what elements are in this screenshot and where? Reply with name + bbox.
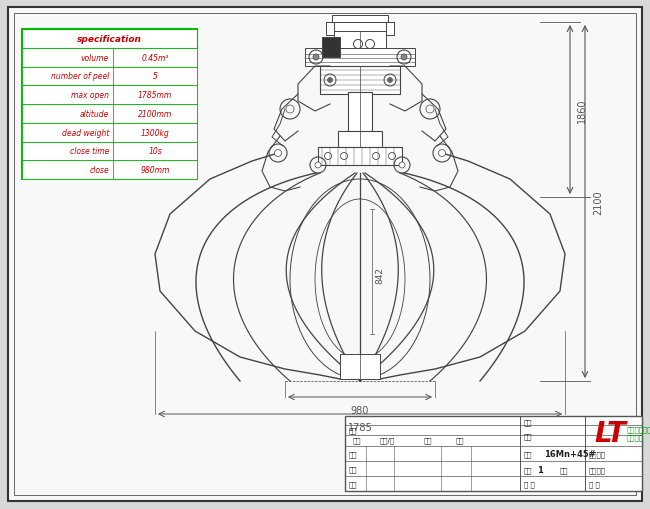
Text: 980mm: 980mm (140, 166, 170, 175)
Bar (386, 23, 394, 36)
Text: 842: 842 (375, 266, 384, 283)
Text: 共 张: 共 张 (524, 480, 535, 487)
Circle shape (274, 150, 281, 157)
Bar (340, 354, 380, 379)
Text: close: close (89, 166, 109, 175)
Bar (22, 30, 197, 49)
Text: 1785mm: 1785mm (138, 91, 172, 100)
Bar (22, 124, 197, 142)
Text: 1785: 1785 (348, 422, 372, 432)
Text: 日期: 日期 (455, 437, 463, 443)
Text: 图幅编号: 图幅编号 (589, 450, 606, 457)
Text: 设计: 设计 (349, 450, 358, 457)
Text: 图号: 图号 (524, 419, 532, 426)
Text: 1860: 1860 (577, 98, 587, 123)
Text: 有限公司: 有限公司 (627, 434, 644, 440)
Text: 980: 980 (351, 405, 369, 415)
Bar (318, 148, 402, 165)
Circle shape (426, 106, 434, 114)
Bar (322, 38, 340, 58)
Text: 批准: 批准 (349, 480, 358, 487)
Bar (332, 16, 388, 23)
Bar (22, 67, 197, 86)
Bar (320, 67, 400, 95)
Text: 名称: 名称 (524, 432, 532, 439)
Text: 2100mm: 2100mm (138, 109, 172, 119)
Text: 比例: 比例 (560, 467, 569, 473)
Text: specification: specification (77, 35, 142, 44)
Text: 1300kg: 1300kg (140, 128, 170, 137)
Bar (326, 23, 334, 36)
Bar (338, 132, 382, 150)
Bar (22, 142, 197, 161)
Text: LT: LT (594, 419, 626, 447)
Text: 材料: 材料 (524, 450, 532, 457)
Circle shape (286, 106, 294, 114)
Text: 10s: 10s (148, 147, 162, 156)
Text: 2100: 2100 (593, 190, 603, 214)
Bar (22, 161, 197, 180)
Text: number of peel: number of peel (51, 72, 109, 81)
Bar (348, 93, 372, 135)
Bar (22, 30, 197, 180)
Bar (22, 49, 197, 67)
Text: volume: volume (81, 53, 109, 63)
Bar (22, 86, 197, 105)
Text: 5: 5 (153, 72, 157, 81)
Circle shape (328, 78, 333, 83)
Bar (305, 49, 415, 67)
Text: 标记: 标记 (349, 427, 358, 433)
Text: 审核: 审核 (349, 465, 358, 472)
Text: dead weight: dead weight (62, 128, 109, 137)
Bar (345, 416, 642, 491)
Circle shape (399, 163, 405, 168)
Bar (326, 23, 394, 32)
Text: 图样比例: 图样比例 (589, 467, 606, 473)
Text: altitude: altitude (80, 109, 109, 119)
Text: 规格: 规格 (353, 437, 361, 443)
Text: 广州合汇机械: 广州合汇机械 (627, 426, 650, 433)
Circle shape (401, 55, 407, 61)
Bar (334, 32, 386, 50)
Text: 数量: 数量 (524, 467, 532, 473)
Text: close time: close time (70, 147, 109, 156)
Text: 工艺: 工艺 (424, 437, 432, 443)
Text: 16Mn+45#: 16Mn+45# (544, 449, 596, 458)
Text: 1: 1 (537, 466, 543, 474)
Circle shape (315, 163, 321, 168)
Text: 0.45m³: 0.45m³ (141, 53, 169, 63)
Text: max open: max open (71, 91, 109, 100)
Text: 处数/处: 处数/处 (380, 437, 395, 443)
Circle shape (387, 78, 393, 83)
Text: 第 张: 第 张 (589, 480, 600, 487)
Circle shape (439, 150, 445, 157)
Bar (22, 105, 197, 124)
Circle shape (313, 55, 319, 61)
